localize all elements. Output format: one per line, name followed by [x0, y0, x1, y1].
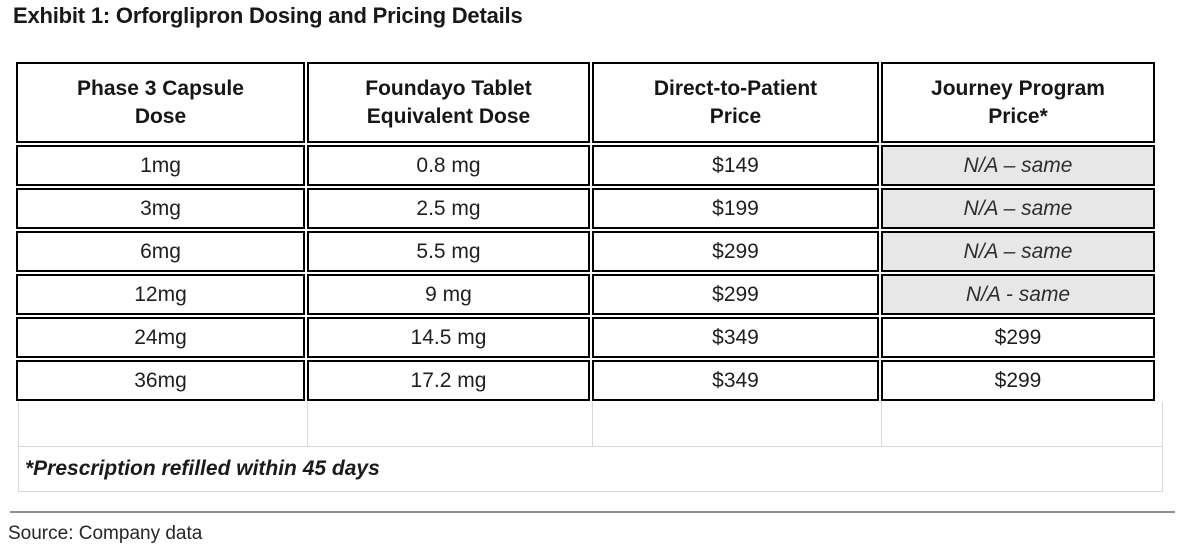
table-cell-dtp-price: $349	[592, 317, 879, 358]
table-cell-journey-price: N/A – same	[881, 231, 1155, 272]
table-footnote: *Prescription refilled within 45 days	[18, 447, 1163, 492]
table-cell-dose: 3mg	[16, 188, 305, 229]
horizontal-divider	[10, 511, 1175, 513]
table-cell-dose: 12mg	[16, 274, 305, 315]
spreadsheet-gridlines: *Prescription refilled within 45 days	[18, 402, 1163, 492]
table-cell-dose: 1mg	[16, 145, 305, 186]
table-cell-dose: 6mg	[16, 231, 305, 272]
empty-cell	[882, 402, 1163, 446]
table-cell-journey-price: $299	[881, 360, 1155, 401]
exhibit-title: Exhibit 1: Orforglipron Dosing and Prici…	[13, 3, 523, 28]
table-cell-journey-price: N/A – same	[881, 145, 1155, 186]
table-cell-dtp-price: $349	[592, 360, 879, 401]
table-cell-equivalent: 0.8 mg	[307, 145, 590, 186]
column-header-dtp-price: Direct-to-Patient Price	[592, 62, 879, 143]
table-cell-equivalent: 5.5 mg	[307, 231, 590, 272]
column-header-equivalent-dose: Foundayo Tablet Equivalent Dose	[307, 62, 590, 143]
table-cell-dose: 36mg	[16, 360, 305, 401]
source-line: Source: Company data	[8, 523, 203, 544]
table-cell-equivalent: 9 mg	[307, 274, 590, 315]
table-cell-dtp-price: $299	[592, 274, 879, 315]
empty-cell	[19, 402, 308, 446]
table-cell-journey-price: N/A – same	[881, 188, 1155, 229]
table-cell-journey-price: N/A - same	[881, 274, 1155, 315]
table-cell-journey-price: $299	[881, 317, 1155, 358]
table-cell-equivalent: 2.5 mg	[307, 188, 590, 229]
table-cell-equivalent: 14.5 mg	[307, 317, 590, 358]
dosing-pricing-table: Phase 3 Capsule Dose Foundayo Tablet Equ…	[16, 62, 1155, 401]
table-cell-dtp-price: $299	[592, 231, 879, 272]
column-header-journey-price: Journey Program Price*	[881, 62, 1155, 143]
empty-cell	[308, 402, 593, 446]
table-cell-equivalent: 17.2 mg	[307, 360, 590, 401]
table-cell-dtp-price: $149	[592, 145, 879, 186]
column-header-phase3-dose: Phase 3 Capsule Dose	[16, 62, 305, 143]
empty-cell	[593, 402, 882, 446]
empty-row	[18, 402, 1163, 447]
table-cell-dose: 24mg	[16, 317, 305, 358]
table-cell-dtp-price: $199	[592, 188, 879, 229]
